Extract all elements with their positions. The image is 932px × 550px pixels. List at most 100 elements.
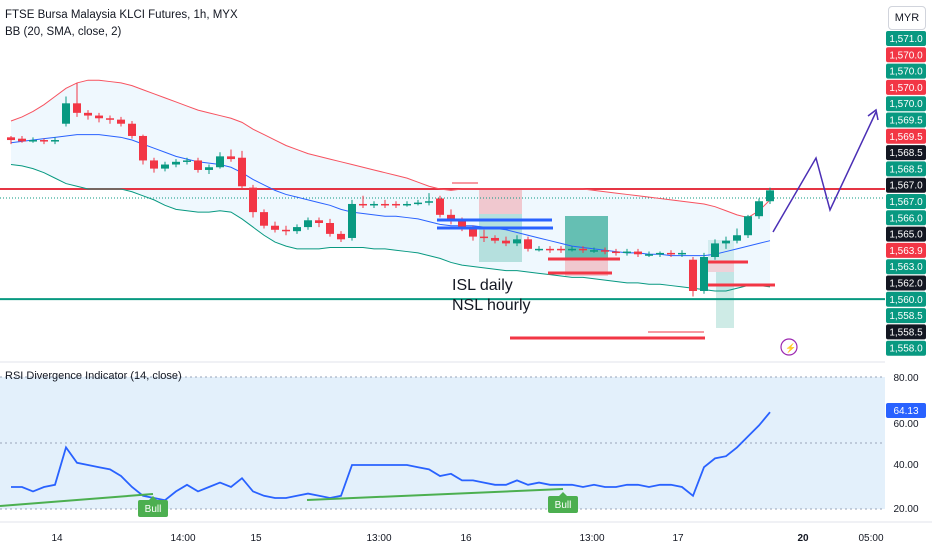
candle-body bbox=[271, 225, 279, 230]
candle bbox=[304, 217, 312, 230]
flash-icon bbox=[780, 338, 798, 356]
candle bbox=[117, 116, 125, 127]
candle-body bbox=[172, 161, 180, 165]
time-axis-label: 16 bbox=[460, 533, 472, 544]
candle bbox=[73, 82, 81, 117]
candle-body bbox=[766, 190, 774, 202]
candle bbox=[425, 193, 433, 206]
candle bbox=[480, 229, 488, 243]
candle bbox=[689, 257, 697, 297]
candle-body bbox=[579, 248, 587, 251]
candle-body bbox=[370, 203, 378, 206]
candle-body bbox=[392, 203, 400, 206]
candle-body bbox=[667, 252, 675, 255]
candle bbox=[40, 138, 48, 145]
price-axis-tag bbox=[886, 63, 926, 79]
candle bbox=[502, 236, 510, 247]
candle-body bbox=[568, 248, 576, 251]
candle bbox=[612, 248, 620, 256]
candle bbox=[348, 199, 356, 241]
candle-body bbox=[150, 160, 158, 169]
price-axis-label: 1,571.0 bbox=[889, 34, 923, 45]
candle bbox=[84, 110, 92, 120]
price-axis-tag bbox=[886, 291, 926, 307]
candle bbox=[766, 187, 774, 204]
candle-body bbox=[359, 203, 367, 206]
price-axis-label: 1,570.0 bbox=[889, 67, 923, 78]
candle bbox=[315, 217, 323, 228]
candle-body bbox=[612, 251, 620, 254]
candle-body bbox=[623, 251, 631, 254]
candle bbox=[249, 184, 257, 218]
candle bbox=[667, 250, 675, 257]
bb-basis-line bbox=[10, 134, 771, 257]
price-axis-tag bbox=[886, 210, 926, 226]
candle bbox=[722, 236, 730, 249]
price-axis-tag bbox=[886, 145, 926, 161]
time-axis-label: 15 bbox=[250, 533, 262, 544]
bull-divergence-line bbox=[306, 488, 564, 501]
price-axis-label: 1,570.0 bbox=[889, 83, 923, 94]
candle-body bbox=[425, 201, 433, 203]
price-axis-tag bbox=[886, 128, 926, 144]
time-axis-label: 14:00 bbox=[170, 533, 195, 544]
candle bbox=[623, 248, 631, 256]
candle bbox=[51, 137, 59, 145]
short-position-risk bbox=[479, 189, 522, 214]
candle-body bbox=[557, 248, 565, 251]
candle bbox=[513, 235, 521, 247]
annotation-isl-daily: ISL daily bbox=[452, 277, 513, 294]
flash-icon-glyph: ⚡ bbox=[785, 342, 796, 354]
rsi-line bbox=[11, 411, 771, 502]
price-axis-label: 1,567.0 bbox=[889, 181, 923, 192]
time-axis-label: 05:00 bbox=[858, 533, 883, 544]
annotation-nsl-hourly: NSL hourly bbox=[452, 297, 531, 314]
candle bbox=[590, 247, 598, 253]
bull-label-text: Bull bbox=[145, 504, 162, 515]
price-axis-tag bbox=[886, 308, 926, 324]
time-axis-label: 13:00 bbox=[366, 533, 391, 544]
bull-divergence-line bbox=[0, 493, 154, 507]
bb-lower-line bbox=[10, 164, 771, 292]
price-axis-label: 1,562.0 bbox=[889, 279, 923, 290]
rsi-axis-label: 20.00 bbox=[893, 504, 918, 515]
candle bbox=[271, 221, 279, 233]
bb-indicator-label[interactable]: BB (20, SMA, close, 2) bbox=[5, 26, 122, 38]
candle-body bbox=[62, 103, 70, 124]
chart-title: FTSE Bursa Malaysia KLCI Futures, 1h, MY… bbox=[5, 9, 238, 21]
candle bbox=[744, 214, 752, 238]
price-axis-label: 1,570.0 bbox=[889, 99, 923, 110]
candle-body bbox=[436, 198, 444, 215]
rsi-indicator-label[interactable]: RSI Divergence Indicator (14, close) bbox=[5, 370, 182, 382]
candle-body bbox=[535, 248, 543, 251]
candle bbox=[29, 137, 37, 143]
bb-band-fill bbox=[11, 80, 770, 291]
candle-body bbox=[348, 203, 356, 238]
candle-body bbox=[183, 160, 191, 162]
candle-body bbox=[205, 167, 213, 170]
price-axis-label: 1,560.0 bbox=[889, 295, 923, 306]
price-axis-tag bbox=[886, 226, 926, 242]
candle bbox=[326, 218, 334, 237]
price-axis-label: 1,569.5 bbox=[889, 116, 923, 127]
price-axis-tag bbox=[886, 96, 926, 112]
candle-body bbox=[260, 212, 268, 226]
price-axis-tag bbox=[886, 194, 926, 209]
candle bbox=[733, 228, 741, 244]
candle bbox=[183, 157, 191, 165]
candle-body bbox=[469, 228, 477, 237]
price-axis-label: 1,569.5 bbox=[889, 132, 923, 143]
price-axis-tag bbox=[886, 242, 926, 258]
price-axis-label: 1,558.0 bbox=[889, 344, 923, 355]
candle-body bbox=[84, 112, 92, 116]
currency-button[interactable]: MYR bbox=[888, 6, 926, 30]
candle bbox=[656, 251, 664, 257]
price-axis-label: 1,565.0 bbox=[889, 230, 923, 241]
candle-body bbox=[29, 140, 37, 142]
candle bbox=[634, 248, 642, 257]
price-axis-label: 1,568.5 bbox=[889, 148, 923, 159]
rsi-axis-label: 80.00 bbox=[893, 373, 918, 384]
candle-body bbox=[513, 239, 521, 244]
candle-body bbox=[480, 236, 488, 239]
